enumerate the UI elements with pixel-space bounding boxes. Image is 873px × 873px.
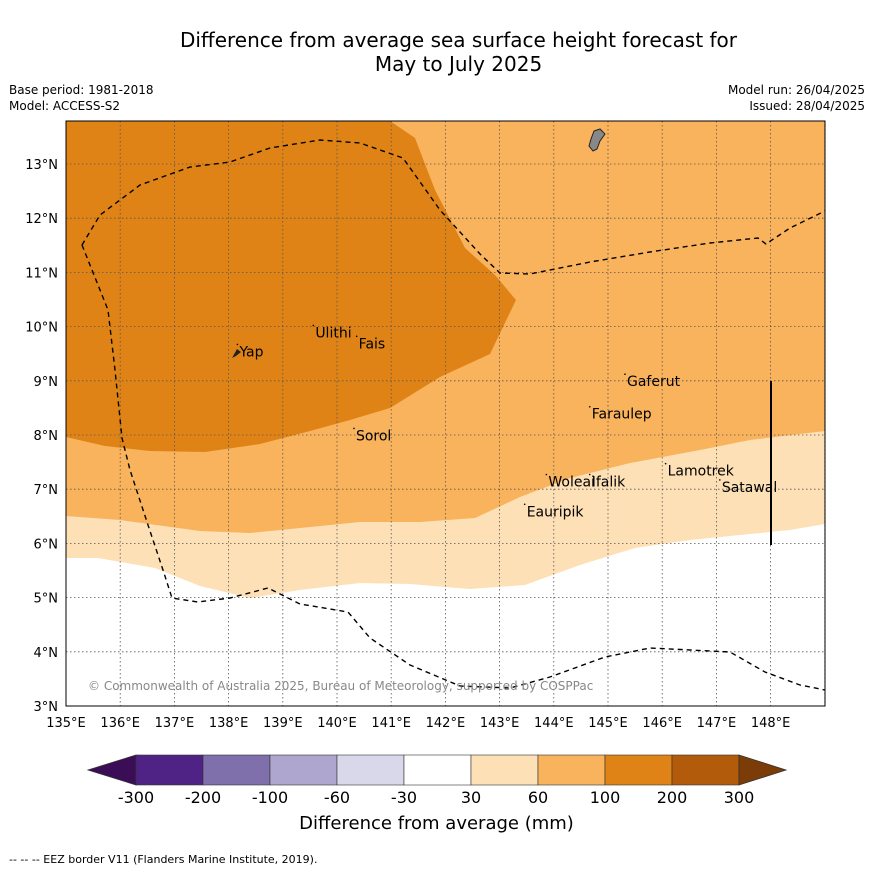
- lon-tick-label: 136°E: [100, 716, 140, 731]
- place-marker: [353, 427, 355, 430]
- place-label: Ifalik: [592, 474, 626, 490]
- place-marker: [312, 324, 315, 327]
- lat-tick-label: 8°N: [34, 429, 59, 444]
- place-marker: [588, 405, 591, 408]
- issued-date: Issued: 28/04/2025: [749, 99, 865, 113]
- colorbar-tick-label: -200: [185, 788, 221, 807]
- place-label: Yap: [238, 344, 263, 360]
- map-title-line2: May to July 2025: [374, 52, 543, 76]
- colorbar-segment: [336, 754, 405, 786]
- colorbar: -300 -200 -100 -60 -30 30 60 100 200 300: [86, 754, 788, 807]
- colorbar-segment: [269, 754, 338, 786]
- colorbar-tick-label: -30: [391, 788, 417, 807]
- place-marker: [523, 503, 526, 506]
- copyright-text: © Commonwealth of Australia 2025, Bureau…: [88, 679, 593, 693]
- colorbar-extend-high: [738, 754, 788, 786]
- place-marker: [624, 373, 626, 376]
- place-marker: [664, 462, 667, 465]
- place-label: Sorol: [356, 428, 391, 444]
- lon-tick-label: 141°E: [371, 716, 411, 731]
- place-labels: Yap Ulithi Fais Sorol Gaferut Faraulep WoleaiI…: [236, 324, 777, 520]
- lat-tick-label: 7°N: [34, 483, 59, 498]
- lat-tick-label: 9°N: [34, 375, 59, 390]
- lon-tick-label: 147°E: [697, 716, 737, 731]
- grid-lines: [66, 121, 826, 706]
- place-label: Ulithi: [315, 325, 351, 341]
- lat-tick-label: 5°N: [34, 592, 59, 607]
- colorbar-tick-label: -100: [252, 788, 288, 807]
- colorbar-segment: [202, 754, 271, 786]
- colorbar-segment: [470, 754, 539, 786]
- colorbar-tick-label: 200: [657, 788, 688, 807]
- colorbar-tick-label: 60: [528, 788, 548, 807]
- lon-tick-label: 143°E: [480, 716, 520, 731]
- place-label: Faraulep: [592, 407, 652, 423]
- lat-tick-label: 6°N: [34, 537, 59, 552]
- place-label: Lamotrek: [668, 464, 735, 480]
- lat-tick-label: 10°N: [25, 321, 58, 336]
- map-title: Difference from average sea surface heig…: [0, 28, 873, 76]
- place-marker: [355, 335, 358, 338]
- colorbar-label: Difference from average (mm): [299, 813, 574, 834]
- eez-footer-note: -- -- -- EEZ border V11 (Flanders Marine…: [9, 853, 318, 866]
- band-100-200: [66, 121, 516, 452]
- lon-tick-label: 148°E: [751, 716, 791, 731]
- lon-tick-label: 145°E: [588, 716, 628, 731]
- colorbar-tick-label: -300: [118, 788, 154, 807]
- place-label: Gaferut: [627, 374, 681, 390]
- place-label: Fais: [359, 336, 386, 352]
- lon-tick-label: 140°E: [317, 716, 357, 731]
- yap-island: [232, 349, 241, 358]
- lon-tick-label: 135°E: [46, 716, 86, 731]
- place-label: Satawal: [722, 480, 777, 496]
- axis-labels: 3°N 4°N 5°N 6°N 7°N 8°N 9°N 10°N 11°N 12°N 13°N 135…: [25, 158, 790, 731]
- meta-left: Base period: 1981-2018 Model: ACCESS-S2: [9, 82, 154, 114]
- eez-border-west: [81, 244, 826, 691]
- place-marker: [588, 473, 591, 476]
- lat-tick-label: 3°N: [34, 700, 59, 715]
- model-name: Model: ACCESS-S2: [9, 99, 121, 113]
- lat-tick-label: 12°N: [25, 212, 58, 227]
- place-label: Eauripik: [527, 504, 585, 520]
- place-label: Woleai: [548, 474, 595, 490]
- colorbar-tick-label: 30: [461, 788, 481, 807]
- map-title-line1: Difference from average sea surface heig…: [179, 28, 738, 52]
- colorbar-segment: [403, 754, 472, 786]
- colorbar-segment: [537, 754, 606, 786]
- lat-tick-label: 11°N: [25, 266, 58, 281]
- lon-tick-label: 144°E: [534, 716, 574, 731]
- lon-tick-label: 142°E: [426, 716, 466, 731]
- lat-tick-label: 4°N: [34, 646, 59, 661]
- map-area: © Commonwealth of Australia 2025, Bureau…: [65, 120, 826, 707]
- colorbar-extend-low: [86, 754, 137, 786]
- colorbar-segment: [671, 754, 740, 786]
- colorbar-tick-label: -60: [324, 788, 350, 807]
- colorbar-tick-label: 300: [724, 788, 755, 807]
- place-marker: [719, 479, 721, 481]
- base-period: Base period: 1981-2018: [9, 83, 154, 97]
- colorbar-segment: [604, 754, 673, 786]
- place-marker: [236, 343, 239, 346]
- lon-tick-label: 138°E: [209, 716, 249, 731]
- lat-tick-label: 13°N: [25, 158, 58, 173]
- model-run: Model run: 26/04/2025: [727, 83, 865, 97]
- lon-tick-label: 137°E: [155, 716, 195, 731]
- place-marker: [545, 473, 548, 476]
- lon-tick-label: 146°E: [642, 716, 682, 731]
- eez-border-north: [81, 139, 826, 275]
- colorbar-segment: [135, 754, 204, 786]
- map-frame: [65, 120, 826, 707]
- colorbar-tick-label: 100: [590, 788, 621, 807]
- lon-tick-label: 139°E: [263, 716, 303, 731]
- guam-landmass: [588, 128, 606, 152]
- meta-right: Model run: 26/04/2025 Issued: 28/04/2025: [728, 82, 865, 114]
